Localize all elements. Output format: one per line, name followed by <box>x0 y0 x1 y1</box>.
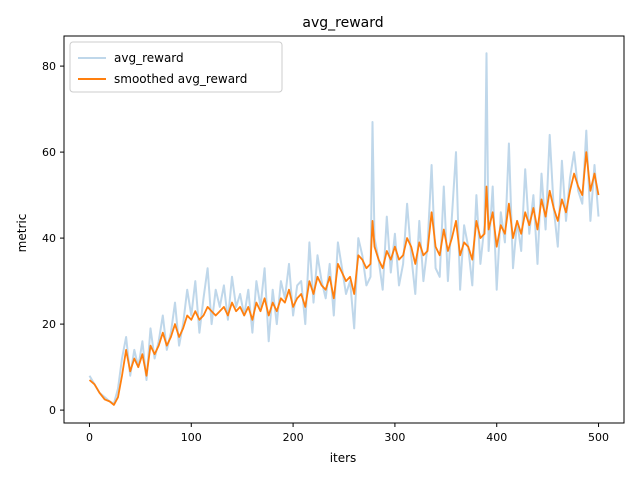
y-axis-label: metric <box>15 214 29 253</box>
series-line-1 <box>88 151 600 406</box>
y-tick-label: 0 <box>49 404 56 417</box>
y-tick-label: 40 <box>42 232 56 245</box>
x-tick-label: 300 <box>384 431 405 444</box>
legend: avg_reward smoothed avg_reward <box>69 41 283 93</box>
legend-box <box>69 41 283 93</box>
y-tick-label: 20 <box>42 318 56 331</box>
series-line-0 <box>88 52 600 405</box>
x-axis-ticks: 0 100 200 300 400 500 <box>86 423 609 444</box>
axes-frame <box>63 35 625 424</box>
x-tick-label: 0 <box>86 431 93 444</box>
chart-title: avg_reward <box>302 15 383 31</box>
y-axis-ticks: 0 20 40 60 80 <box>42 60 64 417</box>
x-tick-label: 100 <box>181 431 202 444</box>
x-axis-label: iters <box>330 451 357 465</box>
y-tick-label: 60 <box>42 146 56 159</box>
y-tick-label: 80 <box>42 60 56 73</box>
legend-label-1: smoothed avg_reward <box>114 72 247 86</box>
x-tick-label: 400 <box>486 431 507 444</box>
plot-area <box>63 35 625 424</box>
legend-label-0: avg_reward <box>114 51 184 65</box>
x-tick-label: 500 <box>588 431 609 444</box>
x-tick-label: 200 <box>283 431 304 444</box>
